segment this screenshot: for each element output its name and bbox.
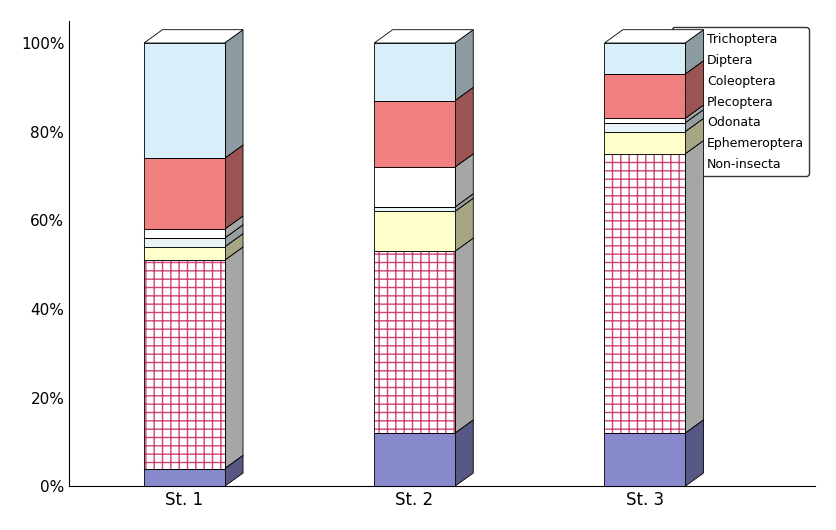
Polygon shape — [685, 118, 704, 154]
Polygon shape — [685, 30, 704, 74]
Polygon shape — [604, 118, 685, 123]
Polygon shape — [375, 433, 455, 487]
Polygon shape — [375, 194, 473, 207]
Polygon shape — [685, 110, 704, 131]
Polygon shape — [144, 229, 225, 238]
Polygon shape — [455, 30, 473, 101]
Polygon shape — [225, 455, 243, 487]
Polygon shape — [144, 30, 243, 43]
Polygon shape — [375, 167, 455, 207]
Polygon shape — [455, 194, 473, 211]
Polygon shape — [144, 43, 225, 158]
Polygon shape — [144, 247, 243, 260]
Polygon shape — [375, 154, 473, 167]
Polygon shape — [375, 251, 455, 433]
Polygon shape — [604, 43, 685, 74]
Polygon shape — [144, 43, 225, 158]
Polygon shape — [455, 87, 473, 167]
Polygon shape — [375, 43, 455, 101]
Polygon shape — [685, 105, 704, 123]
Polygon shape — [144, 216, 243, 229]
Polygon shape — [375, 207, 455, 211]
Polygon shape — [604, 110, 704, 123]
Polygon shape — [604, 433, 685, 487]
Polygon shape — [225, 234, 243, 260]
Polygon shape — [604, 105, 704, 118]
Polygon shape — [455, 154, 473, 207]
Polygon shape — [144, 225, 243, 238]
Polygon shape — [144, 247, 225, 260]
Polygon shape — [604, 154, 685, 433]
Polygon shape — [604, 123, 685, 131]
Polygon shape — [144, 234, 243, 247]
Polygon shape — [375, 198, 473, 211]
Polygon shape — [144, 455, 243, 469]
Polygon shape — [144, 260, 225, 469]
Polygon shape — [375, 101, 455, 167]
Polygon shape — [604, 30, 704, 43]
Polygon shape — [144, 238, 225, 247]
Polygon shape — [604, 154, 685, 433]
Polygon shape — [225, 30, 243, 158]
Polygon shape — [144, 158, 225, 229]
Polygon shape — [604, 420, 704, 433]
Polygon shape — [375, 251, 455, 433]
Polygon shape — [604, 61, 704, 74]
Polygon shape — [604, 43, 685, 74]
Polygon shape — [144, 229, 225, 238]
Polygon shape — [375, 167, 455, 207]
Legend: Trichoptera, Diptera, Coleoptera, Plecoptera, Odonata, Ephemeroptera, Non-insect: Trichoptera, Diptera, Coleoptera, Plecop… — [672, 27, 809, 175]
Polygon shape — [604, 118, 704, 131]
Polygon shape — [375, 43, 455, 101]
Polygon shape — [144, 469, 225, 487]
Polygon shape — [375, 420, 473, 433]
Polygon shape — [225, 145, 243, 229]
Polygon shape — [604, 118, 685, 123]
Polygon shape — [375, 30, 473, 43]
Polygon shape — [604, 131, 685, 154]
Polygon shape — [685, 140, 704, 433]
Polygon shape — [225, 247, 243, 469]
Polygon shape — [685, 420, 704, 487]
Polygon shape — [604, 74, 685, 118]
Polygon shape — [455, 198, 473, 251]
Polygon shape — [225, 216, 243, 238]
Polygon shape — [604, 140, 704, 154]
Polygon shape — [375, 238, 473, 251]
Polygon shape — [685, 61, 704, 118]
Polygon shape — [455, 238, 473, 433]
Polygon shape — [455, 420, 473, 487]
Polygon shape — [375, 211, 455, 251]
Polygon shape — [144, 260, 225, 469]
Polygon shape — [144, 145, 243, 158]
Polygon shape — [225, 225, 243, 247]
Polygon shape — [375, 87, 473, 101]
